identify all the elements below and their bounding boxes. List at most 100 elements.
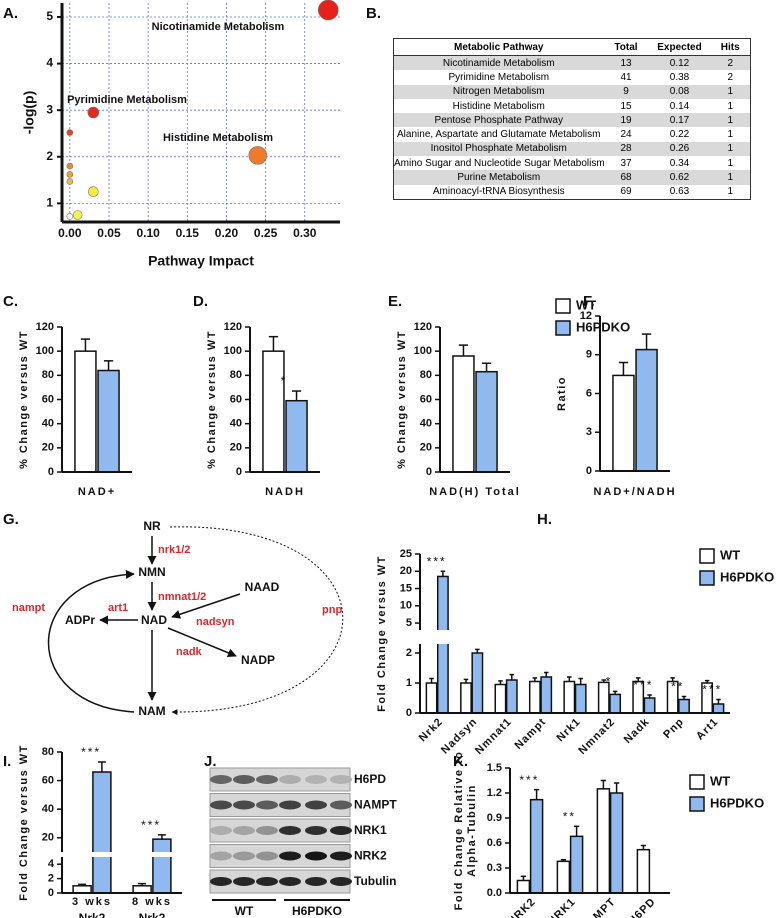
bar — [425, 682, 438, 714]
y-tick-label: 80 — [420, 369, 432, 381]
bar — [528, 680, 541, 714]
blot-band — [256, 800, 278, 810]
panel-label: B. — [366, 5, 381, 22]
table-cell: Pentose Phosphate Pathway — [393, 113, 604, 128]
table-cell: 2 — [710, 55, 751, 71]
blot-band — [233, 851, 255, 861]
y-tick-label: 4 — [48, 858, 55, 870]
table-cell: Nicotinamide Metabolism — [393, 55, 604, 71]
table-row: Purine Metabolism 68 0.62 1 — [393, 170, 751, 185]
bar — [635, 348, 658, 472]
x-tick-label: NAMPT — [579, 896, 619, 918]
bar — [609, 693, 622, 714]
blot-band — [256, 851, 278, 861]
y-axis-label: % Change versus WT — [206, 330, 218, 469]
panel-label: K. — [453, 753, 468, 770]
enzyme: nadsyn — [196, 616, 235, 628]
table-cell: 1 — [727, 129, 734, 141]
bar — [92, 771, 112, 894]
y-tick-label: 3 — [586, 426, 592, 438]
y-axis-label: % Change versus WT — [18, 330, 30, 469]
bar — [609, 792, 624, 894]
y-tick-label: 2 — [46, 149, 53, 163]
bar — [460, 682, 472, 714]
legend-swatch — [699, 570, 715, 586]
significance: * — [606, 675, 613, 689]
bar — [436, 575, 449, 714]
y-tick-label: 100 — [36, 345, 54, 357]
group-label: WT — [235, 904, 254, 918]
legend-label: H6PDKO — [576, 319, 630, 334]
enzyme: art1 — [108, 602, 128, 614]
blot-band — [305, 851, 327, 861]
table-cell: Pyrimidine Metabolism — [448, 71, 550, 83]
annotation: Histidine Metabolism — [163, 132, 273, 144]
y-tick-label: 20 — [400, 565, 412, 577]
bar — [494, 683, 507, 714]
x-tick-label: Nampt — [513, 716, 549, 752]
x-tick-label: 0.15 — [176, 226, 200, 240]
y-tick-label: 0.6 — [487, 837, 502, 849]
group-label: H6PDKO — [292, 904, 342, 918]
blot-band — [279, 877, 301, 886]
bar — [574, 683, 587, 714]
point — [66, 213, 74, 220]
table-row: Inositol Phosphate Metabolism 28 0.26 1 — [393, 141, 751, 157]
y-tick-label: 15 — [400, 582, 412, 594]
node: NMN — [138, 565, 165, 579]
point — [66, 129, 74, 136]
bar — [643, 697, 656, 714]
table-row: Alanine, Aspartate and Glutamate Metabol… — [394, 127, 751, 141]
y-tick-label: 0 — [48, 887, 54, 899]
protein-label: NAMPT — [354, 798, 397, 812]
y-axis-label: Fold Change Relative to — [453, 751, 465, 911]
point — [66, 162, 74, 170]
enzyme: nmnat1/2 — [158, 591, 206, 603]
table-cell: 13 — [603, 55, 649, 71]
y-tick-label: 5 — [46, 9, 53, 23]
enzyme: nrk1/2 — [158, 544, 190, 556]
table-cell: 0.17 — [648, 113, 711, 128]
table-cell: 0.26 — [648, 141, 711, 157]
y-tick-label: 40 — [230, 418, 242, 430]
bar — [452, 355, 475, 473]
y-tick-label: 40 — [42, 418, 54, 430]
x-tick-label: Nmnat2 — [576, 716, 617, 757]
x-tick-label: 0.10 — [136, 226, 160, 240]
significance: *** — [141, 818, 161, 832]
annotation: Nicotinamide Metabolism — [152, 21, 285, 33]
bar — [612, 374, 635, 472]
table-cell: Inositol Phosphate Metabolism — [393, 141, 604, 157]
group-label: Nrk2 — [139, 911, 166, 918]
y-tick-label: 0 — [236, 466, 242, 478]
table-cell: 0.08 — [648, 84, 711, 99]
blot-band — [210, 851, 232, 861]
blot-band — [210, 800, 232, 810]
table-cell: Nitrogen Metabolism — [393, 84, 604, 99]
table-row: Histidine Metabolism 15 0.14 1 — [394, 99, 751, 113]
pathway-table: Metabolic Pathway Total Expected Hits Nicot… — [393, 38, 751, 200]
panel-label: G. — [3, 511, 19, 528]
significance: ** — [563, 810, 576, 824]
column-header: Expected — [648, 38, 711, 56]
y-tick-label: 40 — [42, 803, 54, 815]
x-tick-label: 8 wks — [132, 896, 172, 908]
table-cell: 2 — [727, 71, 734, 83]
y-tick-label: 120 — [36, 321, 54, 333]
x-tick-label: H6PD — [626, 896, 658, 918]
blot-band — [279, 775, 301, 784]
bar — [540, 676, 553, 714]
y-tick-label: 100 — [224, 345, 242, 357]
x-tick-label: NAD+/NADH — [593, 486, 676, 498]
x-axis-label: Pathway Impact — [148, 253, 254, 269]
y-tick-label: 9 — [586, 349, 592, 361]
node: NAM — [138, 704, 165, 718]
x-tick-label: 0.05 — [97, 226, 121, 240]
y-axis-label: Fold Change versus WT — [18, 744, 30, 901]
y-tick-label: 20 — [420, 442, 432, 454]
blot-band — [279, 851, 301, 861]
legend-swatch — [689, 796, 705, 812]
x-tick-label: 0.20 — [215, 226, 239, 240]
y-tick-label: 3 — [46, 102, 53, 116]
y-tick-label: 0 — [426, 466, 432, 478]
